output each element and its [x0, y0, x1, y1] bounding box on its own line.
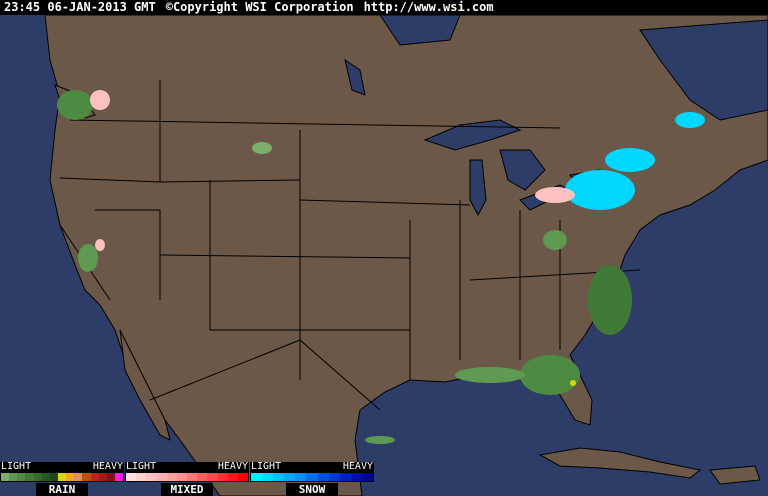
legend-swatch	[136, 473, 147, 481]
legend-swatch	[1, 473, 10, 481]
legend-swatch	[317, 473, 329, 481]
legend-heavy-label: HEAVY	[342, 461, 373, 472]
lake-huron	[499, 149, 546, 191]
legend-swatch	[146, 473, 157, 481]
heavy-rain-cell	[570, 380, 576, 386]
legend-swatch	[176, 473, 188, 481]
legend-swatch	[273, 473, 285, 481]
legend-heavy-label: HEAVY	[92, 461, 123, 472]
legend-swatch	[33, 473, 42, 481]
legend-swatch	[9, 473, 18, 481]
legend-name: SNOW	[286, 483, 338, 496]
legend-swatch	[251, 473, 263, 481]
legend-color-bar	[0, 472, 124, 482]
land	[44, 14, 768, 496]
legend-swatch	[156, 473, 167, 481]
legend-swatch	[217, 473, 228, 481]
legend-swatch	[262, 473, 274, 481]
copyright: ©Copyright WSI Corporation	[165, 0, 354, 14]
legend-swatch	[284, 473, 296, 481]
rain-echo	[78, 244, 98, 272]
cuba	[538, 447, 702, 479]
radar-echoes	[57, 90, 705, 444]
lake-superior	[423, 119, 522, 151]
hispaniola	[709, 465, 761, 485]
legend-swatch	[361, 473, 374, 481]
legend-heavy-label: HEAVY	[217, 461, 248, 472]
legend-swatch	[166, 473, 177, 481]
gulf-of-st-lawrence	[639, 19, 768, 121]
snow-echo	[565, 170, 635, 210]
legend-swatch	[49, 473, 58, 481]
legend-swatch	[82, 473, 91, 481]
legend-swatch	[106, 473, 115, 481]
legend-swatch	[207, 473, 218, 481]
legend-swatch	[90, 473, 99, 481]
legend-swatch	[306, 473, 318, 481]
legend-color-bar	[250, 472, 374, 482]
baja-peninsula	[119, 329, 171, 441]
legend-swatch	[66, 473, 75, 481]
legend-swatch	[25, 473, 34, 481]
snow-echo	[605, 148, 655, 172]
rain-echo	[520, 355, 580, 395]
legend-swatch	[74, 473, 83, 481]
legend-swatch	[339, 473, 351, 481]
legend-light-label: LIGHT	[126, 461, 157, 472]
legend-name: RAIN	[36, 483, 88, 496]
legend-swatch	[57, 473, 67, 481]
legend-name: MIXED	[161, 483, 213, 496]
snow-echo	[675, 112, 705, 128]
legend-swatch	[227, 473, 238, 481]
url-link[interactable]: http://www.wsi.com	[363, 0, 494, 14]
mixed-echo	[95, 239, 105, 251]
legend-swatch	[126, 473, 137, 481]
rain-echo	[455, 367, 525, 383]
legend-swatch	[295, 473, 307, 481]
legend-mixed: LIGHT HEAVY MIXED	[125, 462, 249, 496]
mixed-echo	[535, 187, 575, 203]
mixed-echo	[90, 90, 110, 110]
header-bar: 23:45 06-JAN-2013 GMT ©Copyright WSI Corp…	[0, 0, 768, 15]
legend-swatch	[114, 473, 124, 481]
hudson-bay	[379, 14, 461, 46]
rain-echo	[57, 90, 93, 120]
timestamp: 23:45 06-JAN-2013 GMT	[4, 0, 156, 14]
legend-light-label: LIGHT	[251, 461, 282, 472]
legend-swatch	[237, 473, 249, 481]
legend-swatch	[41, 473, 50, 481]
legend-light-label: LIGHT	[1, 461, 32, 472]
legend-swatch	[197, 473, 208, 481]
rain-echo	[543, 230, 567, 250]
rain-echo	[588, 265, 632, 335]
legend-swatch	[328, 473, 340, 481]
legend-color-bar	[125, 472, 249, 482]
legend-swatch	[98, 473, 107, 481]
legend-swatch	[17, 473, 26, 481]
lake-winnipeg	[344, 58, 366, 96]
rain-echo	[252, 142, 272, 154]
rain-echo	[365, 436, 395, 444]
legend-swatch	[350, 473, 362, 481]
legend-rain: LIGHT HEAVY RAIN	[0, 462, 124, 496]
lake-michigan	[469, 159, 487, 217]
legend-snow: LIGHT HEAVY SNOW	[250, 462, 374, 496]
legend-swatch	[187, 473, 198, 481]
